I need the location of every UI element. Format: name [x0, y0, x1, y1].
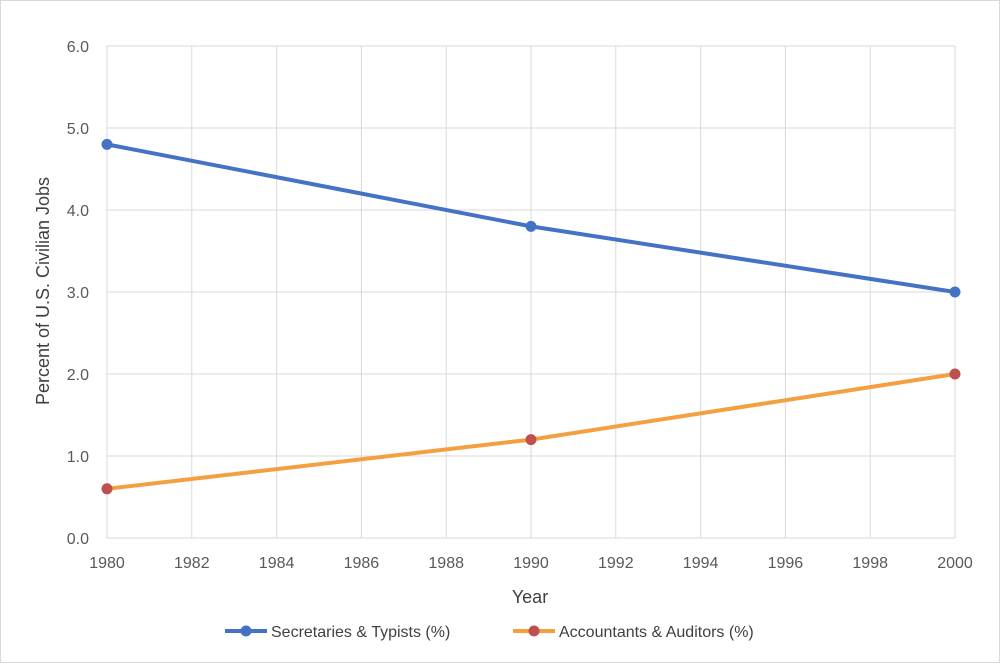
- gridlines: [106, 45, 956, 539]
- x-tick-label: 1994: [683, 555, 719, 572]
- x-tick-label: 2000: [937, 555, 973, 572]
- y-tick-label: 2.0: [67, 367, 89, 384]
- x-tick-label: 1996: [768, 555, 804, 572]
- legend: Secretaries & Typists (%) Accountants & A…: [225, 624, 754, 641]
- y-tick-label: 3.0: [67, 285, 89, 302]
- x-tick-label: 1990: [513, 555, 549, 572]
- x-tick-label: 1980: [89, 555, 125, 572]
- y-tick-label: 6.0: [67, 39, 89, 56]
- y-tick-label: 4.0: [67, 203, 89, 220]
- series-0-point: [525, 220, 537, 232]
- legend-swatch-marker: [528, 625, 540, 637]
- y-axis-label: Percent of U.S. Civilian Jobs: [33, 177, 53, 405]
- y-tick-label: 1.0: [67, 449, 89, 466]
- legend-swatch-marker: [240, 625, 252, 637]
- series-1-point: [525, 434, 537, 446]
- series-group: [101, 138, 961, 495]
- y-axis-ticks: 0.0 1.0 2.0 3.0 4.0 5.0 6.0: [67, 39, 89, 548]
- x-tick-label: 1992: [598, 555, 634, 572]
- legend-label: Accountants & Auditors (%): [559, 624, 754, 641]
- series-0-point: [949, 286, 961, 298]
- x-tick-label: 1982: [174, 555, 210, 572]
- x-tick-label: 1986: [344, 555, 380, 572]
- legend-label: Secretaries & Typists (%): [271, 624, 450, 641]
- x-tick-label: 1998: [852, 555, 888, 572]
- x-axis-label: Year: [512, 587, 548, 607]
- series-1-point: [949, 368, 961, 380]
- y-tick-label: 0.0: [67, 531, 89, 548]
- series-1-point: [101, 483, 113, 495]
- x-tick-label: 1988: [428, 555, 464, 572]
- y-tick-label: 5.0: [67, 121, 89, 138]
- x-tick-label: 1984: [259, 555, 295, 572]
- x-axis-ticks: 1980 1982 1984 1986 1988 1990 1992 1994 1996 1998…: [89, 555, 973, 572]
- series-0-point: [101, 138, 113, 150]
